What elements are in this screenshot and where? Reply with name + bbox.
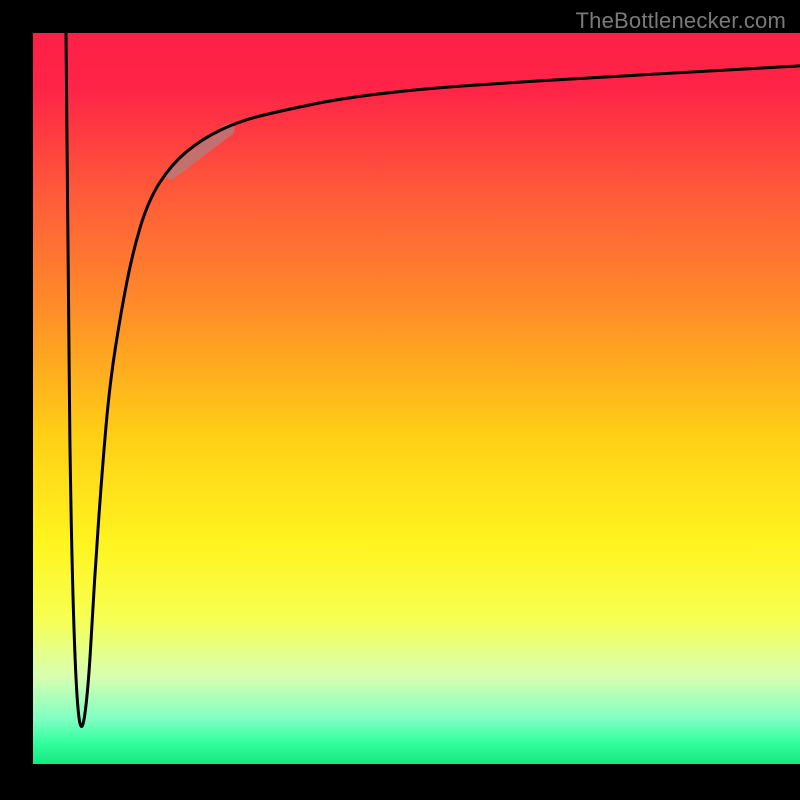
highlight-segment (171, 129, 229, 173)
watermark-text: TheBottlenecker.com (576, 8, 786, 34)
curve-layer (0, 0, 800, 800)
main-curve (66, 33, 800, 727)
chart-container: TheBottlenecker.com (0, 0, 800, 800)
